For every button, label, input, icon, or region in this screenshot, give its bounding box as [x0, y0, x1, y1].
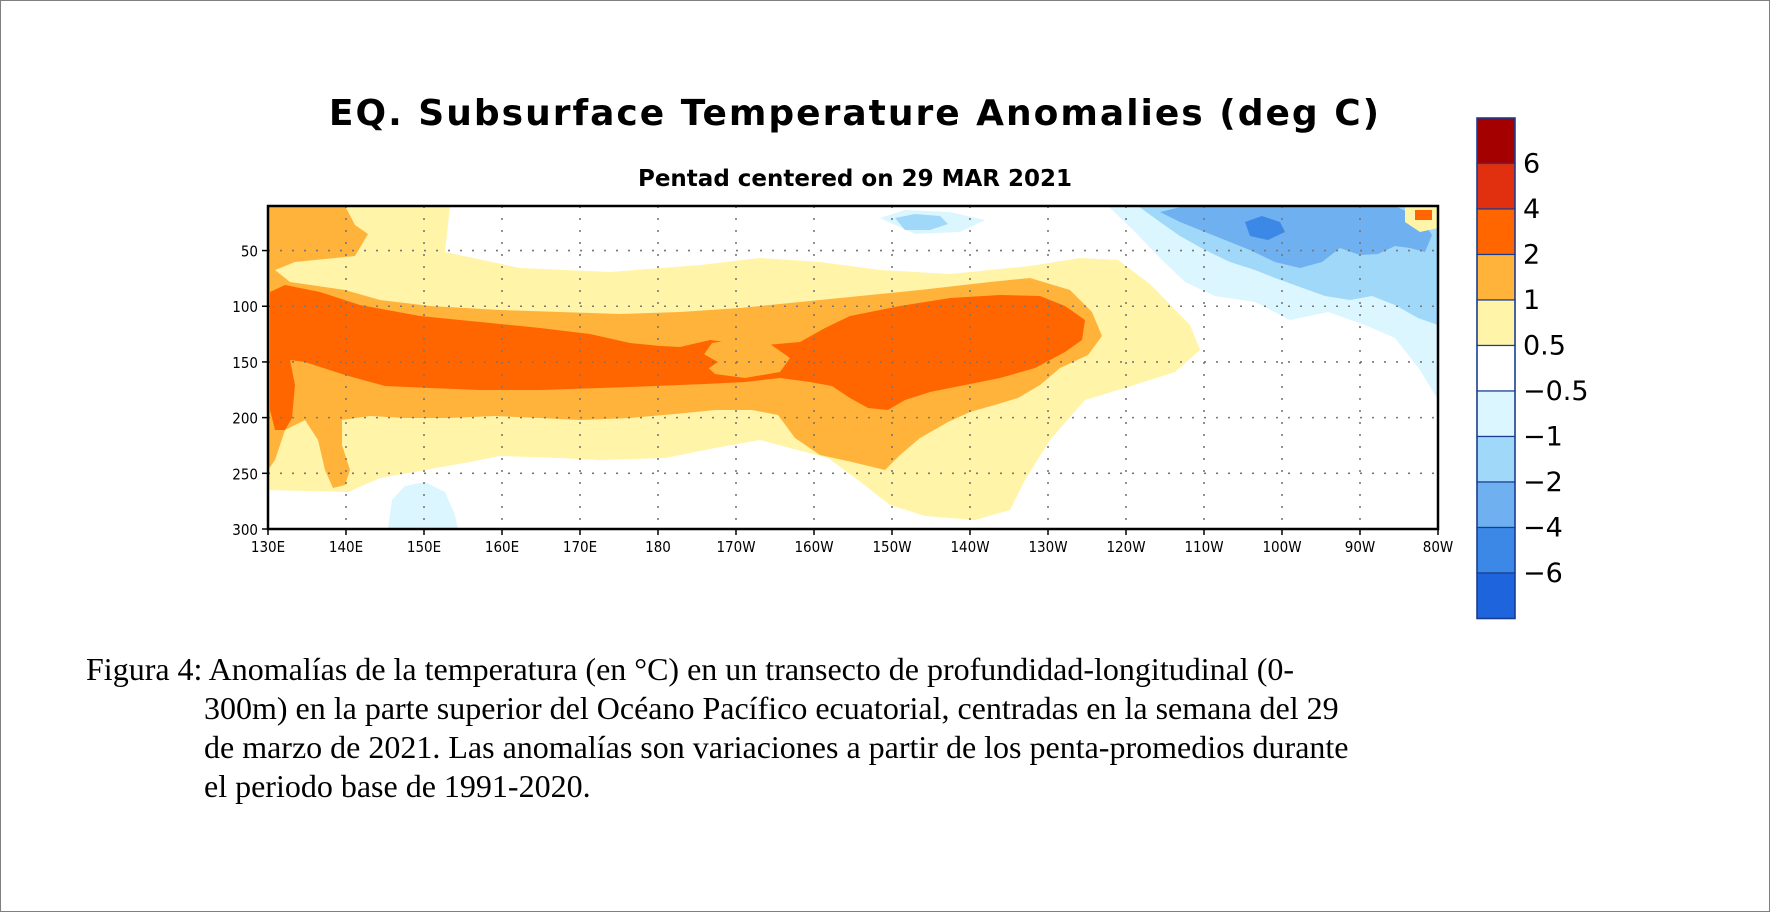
x-tick-label: 170W: [716, 538, 755, 556]
caption-line-1: Figura 4: Anomalías de la temperatura (e…: [86, 651, 1294, 687]
y-axis: 50 100 150 200 250 300: [232, 243, 268, 539]
colorbar-frame: [1476, 117, 1516, 620]
caption-line-3: de marzo de 2021. Las anomalías son vari…: [204, 729, 1349, 765]
colorbar-swatch: [1476, 117, 1516, 165]
colorbar-label: 2: [1523, 240, 1540, 271]
colorbar-label: −1: [1523, 422, 1563, 453]
chart-title: EQ. Subsurface Temperature Anomalies (de…: [329, 93, 1381, 134]
x-tick-label: 150E: [407, 538, 441, 556]
colorbar-label: −6: [1523, 558, 1563, 589]
colorbar-label: 1: [1523, 285, 1540, 316]
contour-warm-spot-east-core: [1415, 210, 1432, 220]
x-tick-label: 130W: [1028, 538, 1067, 556]
colorbar-swatch: [1476, 162, 1516, 210]
colorbar-label: 6: [1523, 149, 1540, 180]
x-tick-label: 140E: [329, 538, 363, 556]
y-tick-label: 100: [232, 298, 258, 316]
y-tick-label: 250: [232, 465, 258, 483]
colorbar: 6 4 2 1 0.5 −0.5 −1 −2 −4 −6: [1476, 117, 1589, 620]
colorbar-swatch: [1476, 299, 1516, 347]
colorbar-swatch: [1476, 481, 1516, 529]
x-axis: 130E 140E 150E 160E 170E 180 170W 160W 150W 140W 1…: [251, 529, 1453, 556]
figure-caption: Figura 4: Anomalías de la temperatura (e…: [86, 650, 1646, 806]
colorbar-label: −2: [1523, 467, 1563, 498]
y-tick-label: 300: [232, 521, 258, 539]
chart-subtitle: Pentad centered on 29 MAR 2021: [638, 166, 1072, 192]
caption-line-4: el periodo base de 1991-2020.: [204, 768, 591, 804]
colorbar-label: −4: [1523, 513, 1563, 544]
colorbar-swatch: [1476, 390, 1516, 438]
x-tick-label: 140W: [950, 538, 989, 556]
x-tick-label: 90W: [1345, 538, 1376, 556]
colorbar-swatch: [1476, 208, 1516, 256]
contour-neg-0.5-west: [388, 482, 458, 529]
y-tick-label: 150: [232, 354, 258, 372]
colorbar-label: 4: [1523, 194, 1540, 225]
contour-neg-4-to-neg-6: [1245, 216, 1285, 240]
x-tick-label: 130E: [251, 538, 285, 556]
x-tick-label: 100W: [1262, 538, 1301, 556]
plot-area: 130E 140E 150E 160E 170E 180 170W 160W 150W 140W 1…: [232, 204, 1453, 556]
colorbar-swatch: [1476, 344, 1516, 392]
x-tick-label: 150W: [872, 538, 911, 556]
contour-2-to-4-middle: [645, 350, 718, 378]
x-tick-label: 110W: [1184, 538, 1223, 556]
colorbar-label: 0.5: [1523, 331, 1566, 362]
contour-neg-1-north: [895, 214, 948, 230]
colorbar-swatch: [1476, 435, 1516, 483]
x-tick-label: 160E: [485, 538, 519, 556]
x-tick-label: 180: [645, 538, 671, 556]
x-tick-label: 80W: [1423, 538, 1454, 556]
y-tick-label: 50: [241, 243, 258, 261]
colorbar-swatch: [1476, 253, 1516, 301]
x-tick-label: 160W: [794, 538, 833, 556]
caption-line-2: 300m) en la parte superior del Océano Pa…: [204, 690, 1339, 726]
colorbar-swatch: [1476, 526, 1516, 574]
x-tick-label: 170E: [563, 538, 597, 556]
anomaly-field: [268, 206, 1438, 529]
colorbar-swatch: [1476, 572, 1516, 620]
x-tick-label: 120W: [1106, 538, 1145, 556]
contour-neg-2-to-neg-4: [1160, 206, 1432, 268]
plot-frame: [266, 204, 1440, 531]
contour-gap: [700, 338, 790, 378]
colorbar-label: −0.5: [1523, 376, 1589, 407]
y-tick-label: 200: [232, 410, 258, 428]
